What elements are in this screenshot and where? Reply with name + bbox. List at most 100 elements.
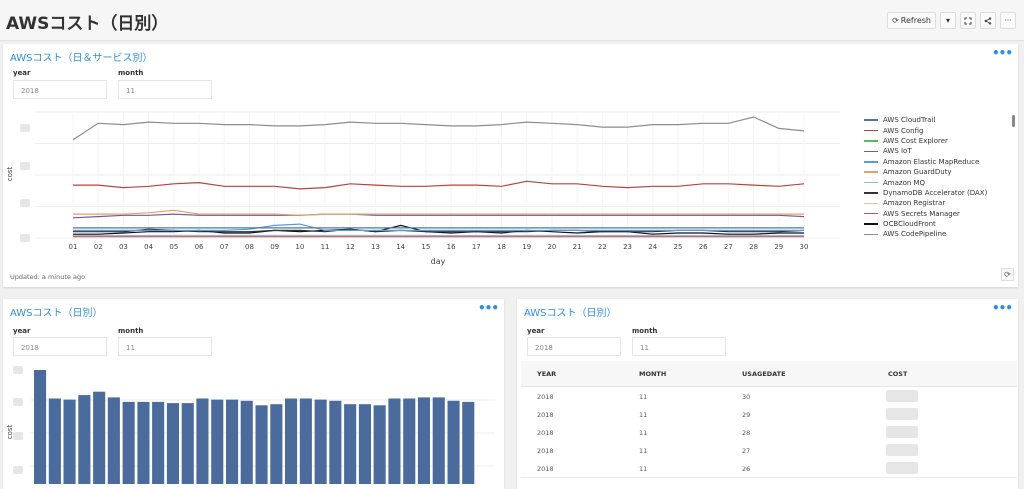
refresh-icon: ⟳ — [892, 16, 899, 25]
legend-swatch — [864, 233, 878, 236]
refresh-icon: ⟳ — [1004, 270, 1011, 279]
legend-item[interactable]: AWS CodePipeline — [864, 229, 987, 239]
month-param-input[interactable]: 11 — [118, 80, 212, 99]
cell-usagedate: 29 — [742, 411, 751, 419]
legend-item[interactable]: Amazon MQ — [864, 177, 987, 187]
legend-label: Amazon Elastic MapReduce — [883, 157, 980, 166]
legend-swatch — [864, 150, 878, 153]
dashboard-header: AWSコスト（日別） ⟳ Refresh ▾ ··· — [0, 0, 1024, 41]
cell-usagedate: 27 — [742, 447, 751, 455]
legend-label: AWS Config — [883, 126, 924, 135]
updated-timestamp: Updated: a minute ago — [10, 273, 86, 281]
month-param-input[interactable]: 11 — [118, 337, 212, 356]
cell-cost-blurred — [886, 462, 918, 474]
widget-title[interactable]: AWSコスト（日＆サービス別） — [10, 53, 153, 64]
cell-cost-blurred — [886, 444, 918, 456]
column-header-cost[interactable]: COST — [888, 370, 908, 378]
legend-label: AWS Cost Explorer — [883, 136, 948, 145]
refresh-schedule-dropdown[interactable]: ▾ — [940, 12, 956, 29]
cell-year: 2018 — [537, 447, 554, 455]
legend-swatch — [864, 140, 878, 142]
legend-item[interactable]: AWS Secrets Manager — [864, 209, 987, 219]
cell-year: 2018 — [537, 393, 554, 401]
dashboard-toolbar: ⟳ Refresh ▾ ··· — [887, 12, 1016, 29]
table-row: 2018 11 30 — [521, 387, 1017, 406]
legend-swatch — [864, 181, 878, 184]
fullscreen-icon — [964, 17, 972, 24]
legend-swatch — [864, 161, 878, 163]
page-title: AWSコスト（日別） — [6, 14, 169, 34]
legend-swatch — [864, 192, 878, 194]
refresh-button[interactable]: ⟳ Refresh — [887, 12, 936, 29]
legend-item[interactable]: DynamoDB Accelerator (DAX) — [864, 188, 987, 198]
legend-label: AWS Secrets Manager — [883, 209, 960, 218]
share-icon — [984, 16, 992, 25]
legend-item[interactable]: Amazon Registrar — [864, 198, 987, 208]
cell-usagedate: 30 — [742, 393, 751, 401]
y-tick-blurred — [20, 234, 30, 242]
cell-usagedate: 28 — [742, 429, 751, 437]
year-param-input[interactable]: 2018 — [527, 337, 621, 356]
year-param-label: year — [13, 327, 31, 335]
legend-swatch — [864, 119, 878, 121]
month-param-input[interactable]: 11 — [632, 337, 726, 356]
legend-label: OCBCloudFront — [883, 220, 936, 229]
cell-month: 11 — [639, 411, 648, 419]
more-options-button[interactable]: ··· — [1000, 12, 1016, 29]
legend-item[interactable]: AWS Cost Explorer — [864, 136, 987, 146]
widget-menu-icon[interactable]: ••• — [477, 301, 499, 315]
legend-label: Amazon MQ — [883, 178, 926, 187]
cell-cost-blurred — [886, 390, 918, 402]
widget-cost-by-service: AWSコスト（日＆サービス別） ••• year 2018 month 11 U… — [3, 44, 1018, 287]
year-param-input[interactable]: 2018 — [13, 80, 107, 99]
cell-year: 2018 — [537, 429, 554, 437]
cell-year: 2018 — [537, 465, 554, 473]
legend-swatch — [864, 223, 878, 225]
cell-month: 11 — [639, 429, 648, 437]
legend-item[interactable]: AWS CloudTrail — [864, 115, 987, 125]
year-param-label: year — [13, 69, 31, 77]
y-tick-blurred — [13, 366, 23, 374]
widget-title[interactable]: AWSコスト（日別） — [10, 308, 103, 319]
legend-swatch — [864, 202, 878, 205]
y-tick-blurred — [20, 162, 30, 170]
legend-swatch — [864, 129, 878, 132]
month-param-label: month — [632, 327, 658, 335]
table-row: 2018 11 29 — [521, 405, 1017, 424]
column-header-month[interactable]: MONTH — [639, 370, 667, 378]
share-button[interactable] — [980, 12, 996, 29]
y-tick-blurred — [13, 466, 23, 474]
fullscreen-button[interactable] — [960, 12, 976, 29]
legend-item[interactable]: Amazon Elastic MapReduce — [864, 157, 987, 167]
cell-year: 2018 — [537, 411, 554, 419]
month-param-label: month — [118, 69, 144, 77]
cell-cost-blurred — [886, 426, 918, 438]
column-header-usagedate[interactable]: USAGEDATE — [742, 370, 786, 378]
cell-cost-blurred — [886, 408, 918, 420]
widget-menu-icon[interactable]: ••• — [991, 46, 1013, 60]
month-param-label: month — [118, 327, 144, 335]
cell-month: 11 — [639, 447, 648, 455]
column-header-year[interactable]: YEAR — [537, 370, 557, 378]
legend-label: Amazon GuardDuty — [883, 168, 952, 177]
widget-refresh-button[interactable]: ⟳ — [1001, 268, 1014, 281]
legend-label: AWS CodePipeline — [883, 230, 947, 239]
y-tick-blurred — [20, 124, 30, 132]
legend-item[interactable]: AWS IoT — [864, 146, 987, 156]
table-row: 2018 11 26 — [521, 459, 1017, 478]
chevron-down-icon: ▾ — [945, 16, 950, 25]
legend-label: DynamoDB Accelerator (DAX) — [883, 188, 988, 197]
legend-item[interactable]: OCBCloudFront — [864, 219, 987, 229]
table-row: 2018 11 27 — [521, 441, 1017, 460]
legend-scrollbar[interactable] — [1012, 115, 1015, 127]
widget-menu-icon[interactable]: ••• — [991, 301, 1013, 315]
cell-month: 11 — [639, 393, 648, 401]
widget-title[interactable]: AWSコスト（日別） — [524, 308, 617, 319]
legend-item[interactable]: AWS Config — [864, 125, 987, 135]
legend-item[interactable]: Amazon GuardDuty — [864, 167, 987, 177]
more-icon: ··· — [1004, 16, 1012, 25]
year-param-input[interactable]: 2018 — [13, 337, 107, 356]
cell-month: 11 — [639, 465, 648, 473]
legend-label: Amazon Registrar — [883, 199, 946, 208]
legend-swatch — [864, 212, 878, 215]
